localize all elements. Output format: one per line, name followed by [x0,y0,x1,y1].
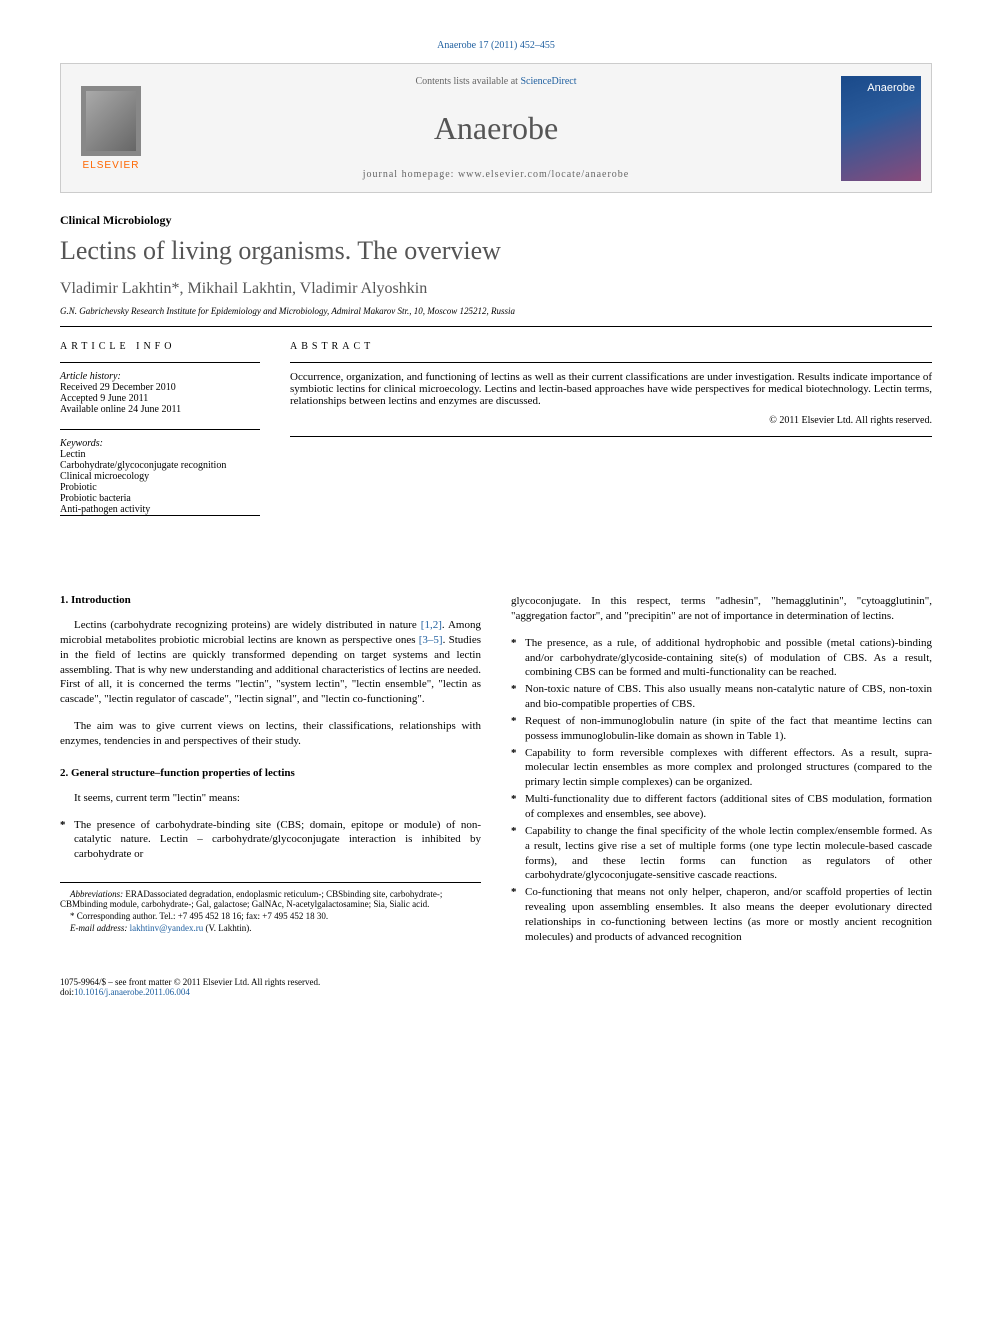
sciencedirect-link[interactable]: ScienceDirect [520,76,576,87]
body-two-column: 1. Introduction Lectins (carbohydrate re… [60,594,932,947]
journal-cover-thumbnail: Anaerobe [841,76,921,181]
list-item: Co-functioning that means not only helpe… [511,885,932,944]
elsevier-label: ELSEVIER [83,160,140,171]
list-item: Capability to change the final specifici… [511,824,932,883]
keyword: Anti-pathogen activity [60,504,260,515]
divider [60,515,260,516]
citation-link[interactable]: [3–5] [419,634,443,646]
divider [60,362,260,363]
article-info-heading: ARTICLE INFO [60,341,260,352]
para-text: Lectins (carbohydrate recognizing protei… [74,619,421,631]
body-paragraph: It seems, current term "lectin" means: [60,791,481,806]
history-received: Received 29 December 2010 [60,382,260,393]
citation-link[interactable]: [1,2] [421,619,442,631]
abbreviations-footnote: Abbreviations: ERADassociated degradatio… [60,889,481,909]
doi-link[interactable]: 10.1016/j.anaerobe.2011.06.004 [74,987,190,997]
article-history: Article history: Received 29 December 20… [60,371,260,415]
email-suffix: (V. Lakhtin). [203,923,251,933]
list-item: Non-toxic nature of CBS. This also usual… [511,682,932,712]
body-paragraph-continuation: glycoconjugate. In this respect, terms "… [511,594,932,624]
body-paragraph: Lectins (carbohydrate recognizing protei… [60,618,481,707]
journal-reference: Anaerobe 17 (2011) 452–455 [60,40,932,51]
abstract-copyright: © 2011 Elsevier Ltd. All rights reserved… [290,415,932,426]
corr-text: Tel.: +7 495 452 18 16; fax: +7 495 452 … [157,911,328,921]
cover-label: Anaerobe [867,82,915,94]
divider [60,326,932,327]
article-title: Lectins of living organisms. The overvie… [60,236,932,266]
footnotes: Abbreviations: ERADassociated degradatio… [60,882,481,933]
homepage-prefix: journal homepage: [363,169,458,180]
body-column-right: glycoconjugate. In this respect, terms "… [511,594,932,947]
info-abstract-row: ARTICLE INFO Article history: Received 2… [60,341,932,524]
divider [290,362,932,363]
history-accepted: Accepted 9 June 2011 [60,393,260,404]
email-footnote: E-mail address: lakhtinv@yandex.ru (V. L… [60,923,481,933]
article-info-column: ARTICLE INFO Article history: Received 2… [60,341,260,524]
article-section-label: Clinical Microbiology [60,213,932,228]
keyword: Lectin [60,449,260,460]
list-item: Multi-functionality due to different fac… [511,792,932,822]
doi-line: doi:10.1016/j.anaerobe.2011.06.004 [60,987,932,997]
journal-title: Anaerobe [434,110,558,147]
keyword: Probiotic [60,482,260,493]
email-link[interactable]: lakhtinv@yandex.ru [130,923,204,933]
bullet-list: The presence of carbohydrate-binding sit… [60,818,481,863]
bullet-list: The presence, as a rule, of additional h… [511,636,932,945]
doi-label: doi: [60,987,74,997]
bottom-metadata: 1075-9964/$ – see front matter © 2011 El… [60,977,932,997]
keyword: Probiotic bacteria [60,493,260,504]
elsevier-tree-icon [81,86,141,156]
divider [290,436,932,437]
abstract-column: ABSTRACT Occurrence, organization, and f… [290,341,932,524]
email-label: E-mail address: [70,923,130,933]
body-column-left: 1. Introduction Lectins (carbohydrate re… [60,594,481,947]
list-item: The presence, as a rule, of additional h… [511,636,932,681]
history-label: Article history: [60,371,260,382]
keyword: Carbohydrate/glycoconjugate recognition [60,460,260,471]
corresponding-author-footnote: * Corresponding author. Tel.: +7 495 452… [60,911,481,921]
list-item: Capability to form reversible complexes … [511,746,932,791]
homepage-url[interactable]: www.elsevier.com/locate/anaerobe [458,169,629,180]
affiliation: G.N. Gabrichevsky Research Institute for… [60,306,932,316]
abstract-heading: ABSTRACT [290,341,932,352]
masthead-center: Contents lists available at ScienceDirec… [161,64,831,192]
contents-prefix: Contents lists available at [415,76,520,87]
section-heading-properties: 2. General structure–function properties… [60,767,481,779]
keywords-label: Keywords: [60,438,260,449]
section-heading-introduction: 1. Introduction [60,594,481,606]
list-item: The presence of carbohydrate-binding sit… [60,818,481,863]
list-item: Request of non-immunoglobulin nature (in… [511,714,932,744]
cover-thumbnail-block: Anaerobe [831,64,931,192]
corr-label: * Corresponding author. [70,911,157,921]
publisher-logo-block: ELSEVIER [61,64,161,192]
keywords-block: Keywords: Lectin Carbohydrate/glycoconju… [60,438,260,515]
history-online: Available online 24 June 2011 [60,404,260,415]
abstract-text: Occurrence, organization, and functionin… [290,371,932,407]
journal-masthead: ELSEVIER Contents lists available at Sci… [60,63,932,193]
abbrev-label: Abbreviations: [70,889,123,899]
authors-line: Vladimir Lakhtin*, Mikhail Lakhtin, Vlad… [60,280,932,298]
divider [60,429,260,430]
journal-homepage-line: journal homepage: www.elsevier.com/locat… [363,169,630,180]
body-paragraph: The aim was to give current views on lec… [60,719,481,749]
issn-copyright-line: 1075-9964/$ – see front matter © 2011 El… [60,977,932,987]
keyword: Clinical microecology [60,471,260,482]
contents-available-line: Contents lists available at ScienceDirec… [415,76,576,87]
